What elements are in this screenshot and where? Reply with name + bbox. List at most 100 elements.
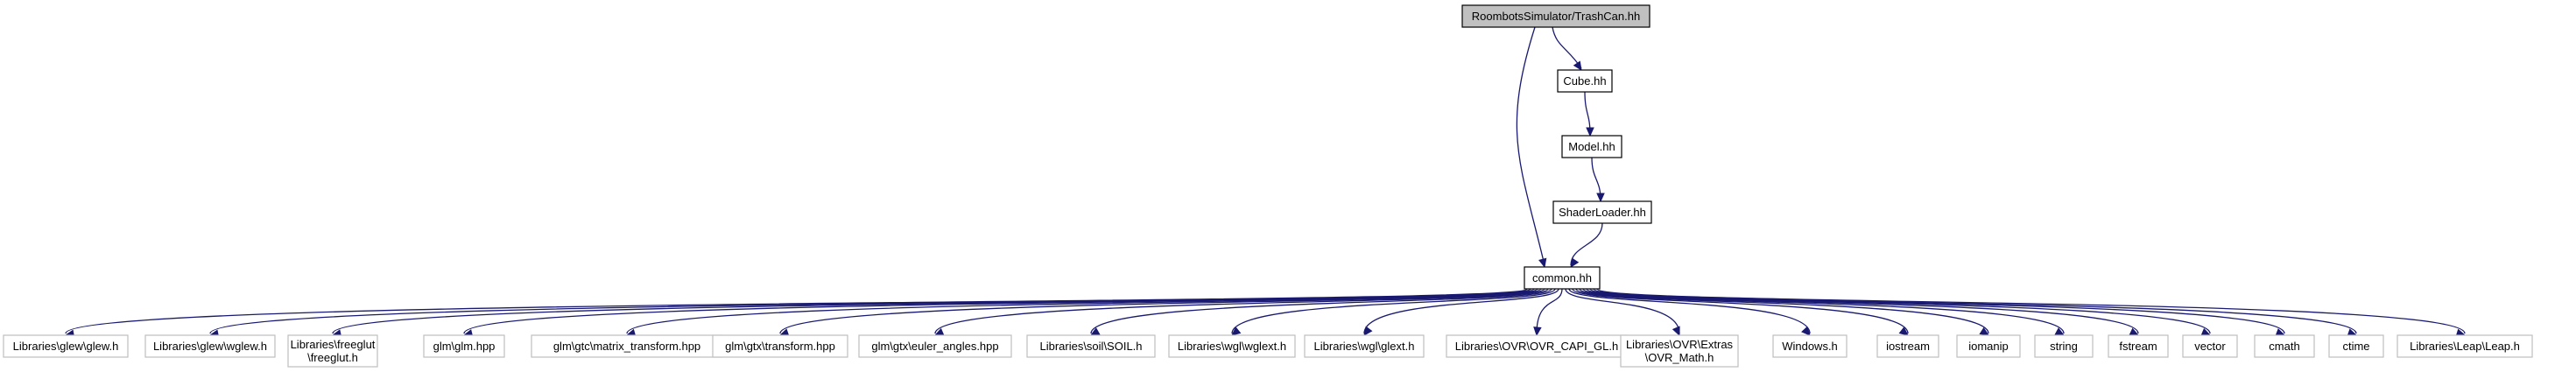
- node-libraries-soil-soil-h[interactable]: Libraries\soil\SOIL.h: [1026, 334, 1156, 358]
- node-model-hh-label: Model.hh: [1568, 140, 1615, 153]
- node-glm-gtx-transform-hpp-label: glm\gtx\transform.hpp: [725, 340, 835, 353]
- node-libraries-leap-leap-h[interactable]: Libraries\Leap\Leap.h: [2397, 334, 2533, 358]
- arrowhead-iomanip: [1979, 326, 1990, 336]
- node-libraries-glew-wglew-h-label: Libraries\glew\wglew.h: [153, 340, 267, 353]
- edge-root-to-common: [1516, 26, 1545, 266]
- node-glm-gtc-matrix-transform-hpp[interactable]: glm\gtc\matrix_transform.hpp: [531, 334, 723, 358]
- node-cmath-label: cmath: [2269, 340, 2299, 353]
- node-glm-glm-hpp-label: glm\glm.hpp: [433, 340, 496, 353]
- node-cube-hh-box: [1557, 69, 1613, 93]
- edge-common-to-glm-glm-hpp: [463, 288, 1538, 334]
- edge-common-to-libraries-ovr-ovr-capi-gl-h: [1536, 288, 1563, 334]
- node-cube-hh[interactable]: Cube.hh: [1557, 69, 1613, 93]
- node-cmath[interactable]: cmath: [2254, 334, 2315, 358]
- edge-common-to-iomanip: [1575, 288, 1989, 334]
- arrowhead-libraries-wgl-glext-h: [1363, 326, 1373, 336]
- edge-common-to-libraries-glew-wglew-h: [209, 288, 1531, 334]
- node-trashcan-hh-label: RoombotsSimulator/TrashCan.hh: [1472, 10, 1640, 23]
- node-glm-gtc-matrix-transform-hpp-box: [531, 334, 723, 358]
- arrowhead-vector: [2200, 327, 2212, 336]
- arrowhead-libraries-ovr-extras-ovr-math-h: [1672, 326, 1680, 337]
- edge-common-to-iostream: [1572, 288, 1909, 334]
- edge-common-to-ctime: [1593, 288, 2357, 334]
- node-libraries-ovr-ovr-capi-gl-h-label: Libraries\OVR\OVR_CAPI_GL.h: [1455, 340, 1618, 353]
- arrowhead-libraries-soil-soil-h: [1089, 327, 1101, 336]
- node-fstream-box: [2108, 334, 2169, 358]
- arrowhead-string: [2054, 327, 2066, 336]
- node-libraries-ovr-extras-ovr-math-h-box: [1620, 334, 1739, 368]
- node-glm-gtx-euler-angles-hpp-label: glm\gtx\euler_angles.hpp: [871, 340, 998, 353]
- node-libraries-soil-soil-h-box: [1026, 334, 1156, 358]
- node-libraries-wgl-wglext-h[interactable]: Libraries\wgl\wglext.h: [1168, 334, 1296, 358]
- node-cube-hh-label: Cube.hh: [1563, 74, 1606, 88]
- edge-common-to-libraries-soil-soil-h: [1090, 288, 1552, 334]
- node-ctime[interactable]: ctime: [2328, 334, 2384, 358]
- edge-shaderloader-hh-to-common-hh: [1570, 222, 1603, 266]
- node-shaderloader-hh-label: ShaderLoader.hh: [1559, 206, 1646, 219]
- node-string[interactable]: string: [2034, 334, 2094, 358]
- node-libraries-glew-glew-h-box: [3, 334, 129, 358]
- arrowhead-glm-gtx-euler-angles-hpp: [933, 327, 945, 336]
- edge-common-to-vector: [1586, 288, 2211, 334]
- node-libraries-wgl-glext-h-box: [1304, 334, 1425, 358]
- edge-common-to-glm-gtc-matrix-transform-hpp: [626, 288, 1542, 334]
- node-glm-glm-hpp[interactable]: glm\glm.hpp: [423, 334, 505, 358]
- node-common-hh[interactable]: common.hh: [1524, 266, 1601, 290]
- node-libraries-ovr-extras-ovr-math-h-label: Libraries\OVR\Extras: [1626, 338, 1734, 351]
- node-libraries-wgl-wglext-h-box: [1168, 334, 1296, 358]
- edge-common-to-string: [1579, 288, 2065, 334]
- node-common-hh-box: [1524, 266, 1601, 290]
- node-libraries-ovr-extras-ovr-math-h[interactable]: Libraries\OVR\Extras\OVR_Math.h: [1620, 334, 1739, 368]
- node-trashcan-hh-box: [1461, 4, 1650, 28]
- edges: [64, 26, 2467, 339]
- node-libraries-ovr-ovr-capi-gl-h-box: [1446, 334, 1628, 358]
- node-model-hh[interactable]: Model.hh: [1561, 135, 1622, 158]
- edge-common-to-libraries-ovr-extras-ovr-math-h: [1565, 288, 1680, 334]
- arrowhead-model-hh: [1586, 127, 1594, 137]
- node-iostream[interactable]: iostream: [1876, 334, 1939, 358]
- node-iostream-label: iostream: [1886, 340, 1930, 353]
- node-glm-glm-hpp-box: [423, 334, 505, 358]
- node-string-label: string: [2050, 340, 2078, 353]
- node-iomanip[interactable]: iomanip: [1956, 334, 2021, 358]
- node-iomanip-box: [1956, 334, 2021, 358]
- node-libraries-wgl-glext-h-label: Libraries\wgl\glext.h: [1314, 340, 1415, 353]
- node-glm-gtx-transform-hpp[interactable]: glm\gtx\transform.hpp: [712, 334, 848, 358]
- edge-common-to-libraries-glew-glew-h: [65, 288, 1528, 334]
- edge-common-to-cmath: [1589, 288, 2285, 334]
- node-libraries-freeglut-freeglut-h[interactable]: Libraries\freeglut\freeglut.h: [287, 334, 378, 368]
- edge-common-to-glm-gtx-transform-hpp: [779, 288, 1545, 334]
- node-vector-box: [2182, 334, 2238, 358]
- node-libraries-ovr-extras-ovr-math-h-label: \OVR_Math.h: [1645, 351, 1714, 364]
- node-libraries-glew-wglew-h[interactable]: Libraries\glew\wglew.h: [144, 334, 276, 358]
- edge-common-to-glm-gtx-euler-angles-hpp: [934, 288, 1549, 334]
- arrowhead-libraries-wgl-wglext-h: [1231, 326, 1242, 336]
- node-libraries-leap-leap-h-label: Libraries\Leap\Leap.h: [2410, 340, 2520, 353]
- node-trashcan-hh[interactable]: RoombotsSimulator/TrashCan.hh: [1461, 4, 1650, 28]
- edge-common-to-fstream: [1582, 288, 2139, 334]
- nodes: RoombotsSimulator/TrashCan.hh Cube.hh Mode…: [3, 4, 2533, 368]
- node-ctime-box: [2328, 334, 2384, 358]
- node-libraries-glew-glew-h[interactable]: Libraries\glew\glew.h: [3, 334, 129, 358]
- node-model-hh-box: [1561, 135, 1622, 158]
- node-common-hh-label: common.hh: [1532, 271, 1592, 284]
- node-vector[interactable]: vector: [2182, 334, 2238, 358]
- node-fstream[interactable]: fstream: [2108, 334, 2169, 358]
- node-glm-gtx-transform-hpp-box: [712, 334, 848, 358]
- node-windows-h[interactable]: Windows.h: [1772, 334, 1848, 358]
- node-libraries-freeglut-freeglut-h-box: [287, 334, 378, 368]
- node-libraries-wgl-glext-h[interactable]: Libraries\wgl\glext.h: [1304, 334, 1425, 358]
- node-glm-gtx-euler-angles-hpp-box: [858, 334, 1012, 358]
- arrowhead-shaderloader-hh: [1596, 193, 1605, 203]
- node-shaderloader-hh-box: [1552, 200, 1652, 224]
- edge-root-to-cube: [1552, 26, 1582, 69]
- node-libraries-ovr-ovr-capi-gl-h[interactable]: Libraries\OVR\OVR_CAPI_GL.h: [1446, 334, 1628, 358]
- node-windows-h-label: Windows.h: [1782, 340, 1838, 353]
- node-glm-gtx-euler-angles-hpp[interactable]: glm\gtx\euler_angles.hpp: [858, 334, 1012, 358]
- node-cmath-box: [2254, 334, 2315, 358]
- edge-common-to-libraries-wgl-wglext-h: [1231, 288, 1556, 334]
- edge-common-to-windows-h: [1568, 288, 1811, 334]
- node-shaderloader-hh[interactable]: ShaderLoader.hh: [1552, 200, 1652, 224]
- node-iomanip-label: iomanip: [1968, 340, 2009, 353]
